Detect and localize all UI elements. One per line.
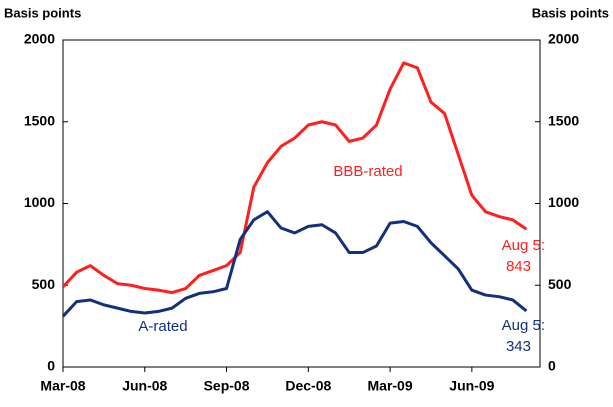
end-value-label: 843 (506, 258, 531, 275)
y2-tick-label: 0 (548, 358, 556, 374)
annotation: Aug 5: (502, 317, 545, 334)
x-tick-label: Sep-08 (204, 378, 250, 394)
y-tick-label: 1000 (24, 194, 55, 210)
y2-axis-title: Basis points (532, 5, 609, 20)
line-series (61, 210, 528, 318)
y-tick-label: 0 (47, 358, 55, 374)
x-tick-label: Dec-08 (285, 378, 331, 394)
y-axis-title: Basis points (4, 5, 81, 20)
x-tick-label: Mar-09 (368, 378, 413, 394)
y-tick-label: 500 (32, 276, 56, 292)
series-label: A-rated (138, 318, 187, 335)
plot-frame (62, 39, 541, 368)
x-tick-label: Jun-08 (122, 378, 167, 394)
y2-tick-label: 2000 (548, 31, 579, 47)
line-series (61, 61, 528, 295)
x-tick-label: Jun-09 (449, 378, 494, 394)
end-value-label: 343 (506, 338, 531, 355)
y2-tick-label: 500 (548, 276, 572, 292)
annotation: Aug 5: (502, 237, 545, 254)
series-label: BBB-rated (333, 163, 402, 180)
y-tick-label: 1500 (24, 112, 55, 128)
y-tick-label: 2000 (24, 31, 55, 47)
y2-tick-label: 1500 (548, 112, 579, 128)
y2-tick-label: 1000 (548, 194, 579, 210)
x-tick-label: Mar-08 (40, 378, 85, 394)
